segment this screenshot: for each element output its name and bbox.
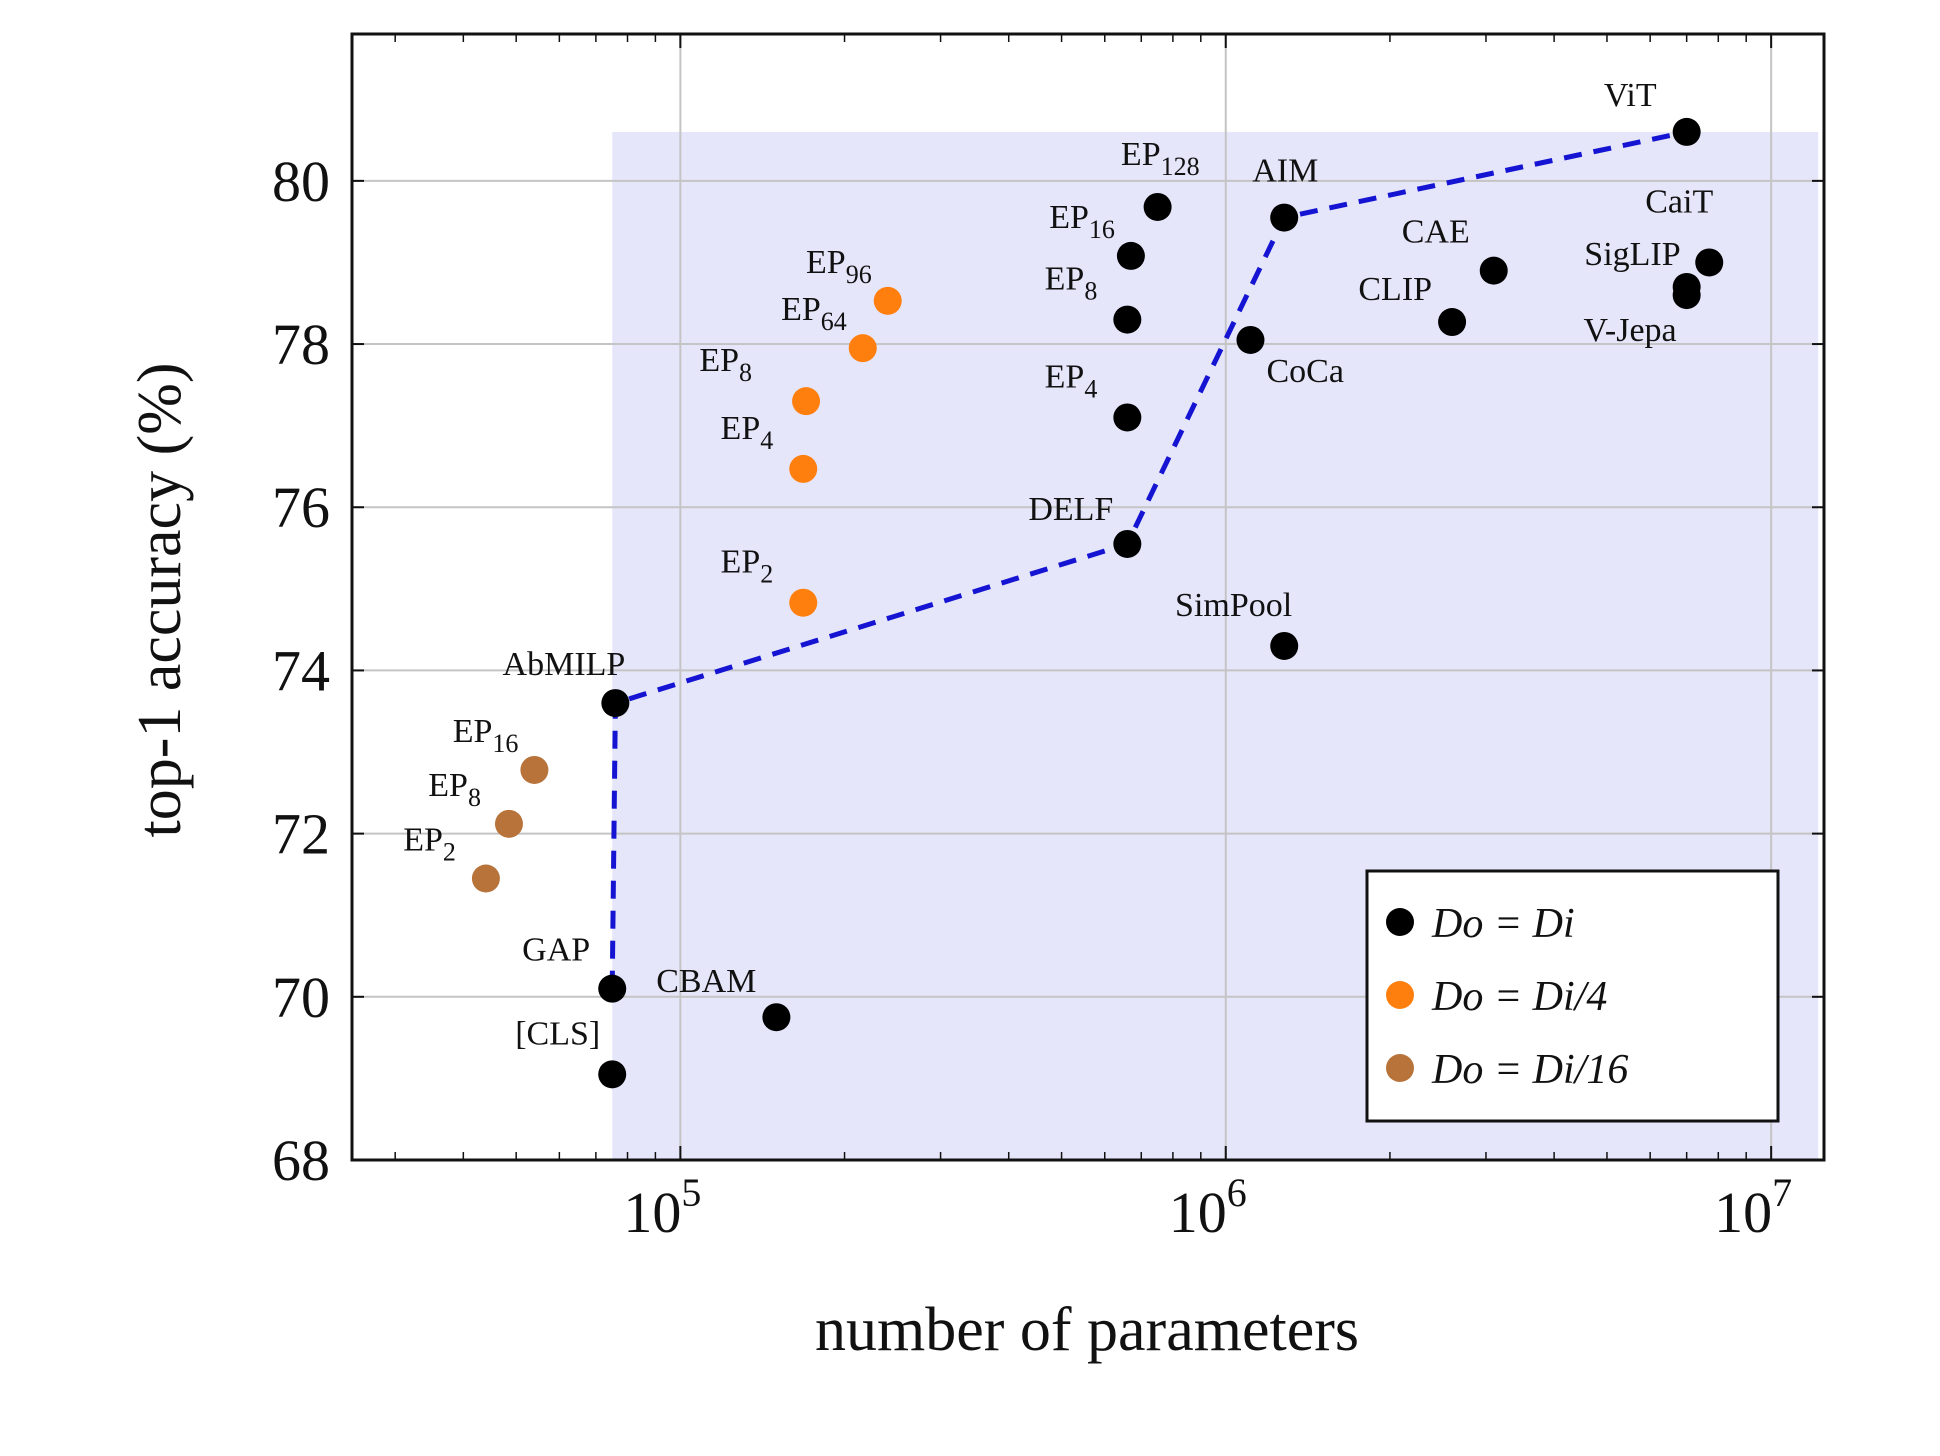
legend-label-do-di-4: Do = Di/4 <box>1431 974 1607 1020</box>
legend-marker-do-di-4 <box>1386 981 1414 1009</box>
label-delf: DELF <box>1028 491 1113 528</box>
y-tick-label: 78 <box>272 312 330 377</box>
y-tick-label: 80 <box>272 149 330 214</box>
point-cbam <box>762 1003 791 1032</box>
y-tick-label: 76 <box>272 475 330 540</box>
x-tick-label: 106 <box>1169 1170 1247 1245</box>
label-abmilp: AbMILP <box>503 646 626 683</box>
label-gap: GAP <box>522 932 590 969</box>
point-ep4 <box>789 454 818 483</box>
y-tick-label: 68 <box>272 1128 330 1193</box>
label-ep2: EP2 <box>403 822 456 867</box>
label-aim: AIM <box>1252 153 1318 190</box>
point-clip <box>1438 308 1467 337</box>
point-ep4 <box>1113 403 1142 432</box>
label-simpool: SimPool <box>1175 587 1292 624</box>
point-cait <box>1695 248 1724 277</box>
plot-frame <box>350 32 1826 1162</box>
legend-marker-do-di-16 <box>1386 1054 1414 1082</box>
point-ep16 <box>1116 241 1145 270</box>
label-ep16: EP16 <box>453 713 519 758</box>
y-axis-title: top-1 accuracy (%) <box>126 362 194 837</box>
label-clip: CLIP <box>1358 271 1432 308</box>
label-v-jepa: V-Jepa <box>1583 312 1676 349</box>
point-ep96 <box>873 286 902 315</box>
point-delf <box>1113 529 1142 558</box>
point-ep64 <box>848 334 877 363</box>
point-abmilp <box>601 689 630 718</box>
legend-box <box>1365 869 1780 1123</box>
point-ep2 <box>789 588 818 617</box>
data-points <box>471 117 1724 1089</box>
label-cait: CaiT <box>1645 183 1713 220</box>
x-axis-title: number of parameters <box>815 1296 1359 1364</box>
legend-marker-do-di <box>1386 908 1414 936</box>
point-ep8 <box>1113 305 1142 334</box>
legend: Do = Di Do = Di/4 Do = Di/16 <box>1365 869 1780 1123</box>
point-simpool <box>1270 631 1299 660</box>
y-tick-label: 72 <box>272 802 330 867</box>
x-tick-label: 107 <box>1714 1170 1792 1245</box>
y-tick-label: 70 <box>272 965 330 1030</box>
point-ep2 <box>471 864 500 893</box>
grid-lines <box>352 34 1824 1161</box>
label-vit: ViT <box>1604 77 1657 114</box>
x-tick-label: 105 <box>623 1170 701 1245</box>
point-ep16 <box>520 755 549 784</box>
point-cae <box>1479 256 1508 285</box>
label-siglip: SigLIP <box>1584 236 1680 273</box>
point-coca <box>1236 325 1265 354</box>
point-ep128 <box>1143 192 1172 221</box>
point-v-jepa <box>1672 281 1701 310</box>
label-cae: CAE <box>1402 214 1470 251</box>
point-gap <box>598 974 627 1003</box>
label-cbam: CBAM <box>656 963 756 1000</box>
label-coca: CoCa <box>1266 353 1343 390</box>
point-aim <box>1270 203 1299 232</box>
x-tick-labels: 105 106 107 <box>623 1170 1792 1245</box>
label-ep8: EP8 <box>428 767 481 812</box>
legend-label-do-di-16: Do = Di/16 <box>1431 1047 1628 1093</box>
legend-label-do-di: Do = Di <box>1431 901 1575 947</box>
point-ep8 <box>494 809 523 838</box>
y-tick-label: 74 <box>272 638 330 703</box>
point-ep8 <box>792 387 821 416</box>
label-cls: [CLS] <box>515 1015 600 1052</box>
point-cls <box>598 1060 627 1089</box>
y-tick-labels: 68 70 72 74 76 78 80 <box>272 149 330 1193</box>
point-vit <box>1672 117 1701 146</box>
